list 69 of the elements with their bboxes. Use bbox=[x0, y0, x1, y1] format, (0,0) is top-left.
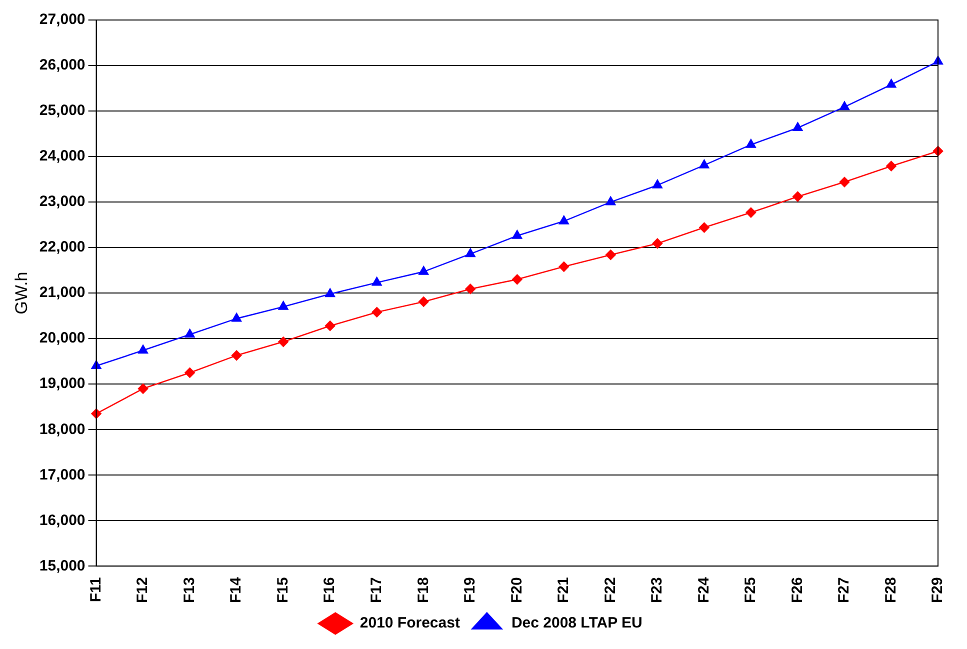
point bbox=[652, 238, 663, 249]
x-tick-label: F22 bbox=[602, 577, 619, 604]
x-tick-label: F28 bbox=[882, 577, 900, 604]
point bbox=[886, 160, 896, 172]
point bbox=[278, 336, 288, 347]
x-tick-label: F20 bbox=[508, 577, 526, 604]
x-tick-label: F23 bbox=[648, 577, 666, 604]
point bbox=[231, 350, 242, 361]
x-tick-label: F17 bbox=[368, 577, 385, 604]
point bbox=[418, 266, 429, 275]
y-tick-label: 16,000 bbox=[39, 512, 86, 529]
y-tick-label: 20,000 bbox=[39, 330, 86, 347]
y-axis-title: GW.h bbox=[12, 272, 31, 314]
x-tick-label: F24 bbox=[695, 576, 712, 604]
point bbox=[792, 191, 803, 202]
x-tick-label: F27 bbox=[836, 577, 853, 604]
x-tick-label: F19 bbox=[462, 577, 479, 604]
point bbox=[138, 344, 148, 354]
x-tick-label: F12 bbox=[134, 577, 152, 604]
point bbox=[278, 301, 288, 310]
point bbox=[792, 122, 803, 132]
y-tick-label: 15,000 bbox=[39, 557, 86, 574]
point bbox=[558, 216, 569, 224]
y-tick-label: 18,000 bbox=[39, 420, 86, 438]
point bbox=[839, 176, 850, 188]
point bbox=[839, 101, 850, 110]
x-tick-label: F29 bbox=[929, 577, 946, 604]
x-tick-label: F21 bbox=[555, 577, 572, 604]
point bbox=[606, 250, 616, 260]
point bbox=[699, 160, 710, 168]
y-tick-label: 25,000 bbox=[39, 102, 86, 120]
legend-label: Dec 2008 LTAP EU bbox=[511, 614, 642, 632]
x-tick-label: F16 bbox=[321, 577, 338, 604]
point bbox=[558, 262, 570, 272]
x-tick-label: F25 bbox=[742, 577, 760, 604]
point bbox=[465, 248, 476, 258]
y-tick-label: 19,000 bbox=[39, 375, 86, 392]
x-tick-label: F13 bbox=[180, 577, 198, 604]
point bbox=[512, 274, 522, 285]
point bbox=[699, 222, 710, 233]
point bbox=[886, 78, 896, 88]
point bbox=[652, 180, 662, 188]
point bbox=[465, 284, 476, 294]
x-tick-label: F18 bbox=[414, 577, 432, 604]
point bbox=[746, 207, 756, 218]
x-tick-label: F26 bbox=[788, 577, 806, 604]
y-tick-label: 21,000 bbox=[39, 284, 86, 302]
y-tick-label: 24,000 bbox=[39, 148, 86, 165]
x-tick-label: F15 bbox=[274, 577, 292, 604]
y-tick-label: 27,000 bbox=[39, 11, 86, 28]
point bbox=[372, 307, 382, 318]
point bbox=[138, 384, 148, 394]
point bbox=[324, 320, 336, 331]
y-tick-label: 22,000 bbox=[39, 238, 86, 256]
x-tick-label: F14 bbox=[228, 576, 245, 604]
point bbox=[325, 288, 336, 298]
point bbox=[418, 296, 429, 307]
point bbox=[606, 196, 616, 206]
point bbox=[512, 230, 522, 239]
x-tick-label: F11 bbox=[87, 577, 104, 602]
point bbox=[746, 139, 756, 148]
y-tick-label: 23,000 bbox=[39, 193, 86, 210]
y-tick-label: 17,000 bbox=[39, 466, 86, 484]
point bbox=[372, 276, 382, 286]
point bbox=[184, 328, 195, 338]
legend-label: 2010 Forecast bbox=[360, 614, 460, 632]
point bbox=[232, 312, 242, 322]
point bbox=[184, 368, 195, 378]
y-tick-label: 26,000 bbox=[39, 56, 86, 74]
